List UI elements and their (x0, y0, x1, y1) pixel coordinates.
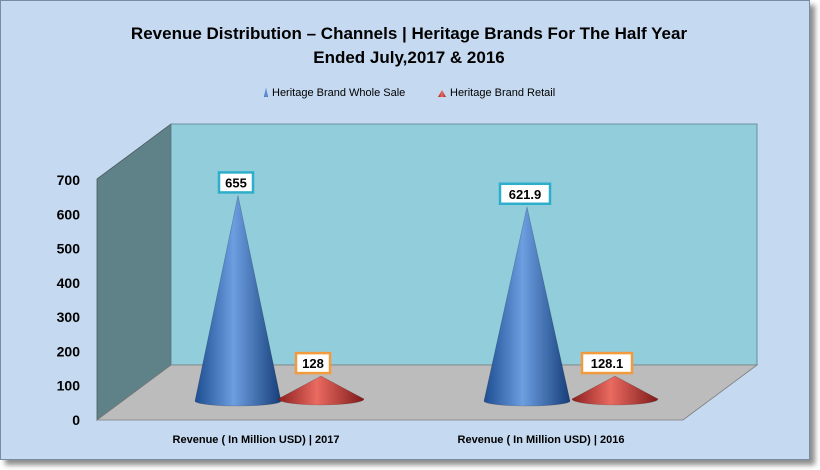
y-tick-label-1: 100 (57, 378, 81, 394)
chart-title: Revenue Distribution – Channels | Herita… (131, 24, 688, 43)
y-tick-label-0: 0 (72, 412, 80, 428)
category-label-2016: Revenue ( In Million USD) | 2016 (458, 434, 625, 446)
data-label-box-retail-2016 (580, 351, 634, 375)
legend-swatch-wholesale (264, 87, 268, 97)
data-label-retail-2016: 128.1 (591, 356, 624, 371)
cone-retail-2017 (277, 375, 365, 406)
data-label-wholesale-2016: 621.9 (509, 187, 542, 202)
floor (95, 364, 759, 421)
data-label-retail-2017: 128 (302, 356, 324, 371)
data-label-wholesale-2017: 655 (225, 175, 247, 190)
y-tick-label-3: 300 (57, 309, 81, 325)
data-label-box-wholesale-2017 (217, 171, 255, 194)
chart-marks: 655 621.9 128 128.1 (194, 171, 659, 407)
legend-label-wholesale: Heritage Brand Whole Sale (272, 87, 405, 99)
data-label-box-wholesale-2016 (498, 182, 552, 206)
chart-subtitle: Ended July,2017 & 2016 (313, 48, 505, 67)
y-tick-label-2: 200 (57, 343, 81, 359)
cone-wholesale-2017 (194, 195, 282, 407)
chart-frame: Revenue Distribution – Channels | Herita… (0, 0, 810, 460)
legend-label-retail: Heritage Brand Retail (450, 87, 555, 99)
chart-svg: Revenue Distribution – Channels | Herita… (57, 24, 759, 446)
category-label-2017: Revenue ( In Million USD) | 2017 (173, 434, 340, 446)
data-label-box-retail-2017 (294, 351, 332, 375)
y-tick-label-4: 400 (57, 275, 81, 291)
legend-swatch-retail (438, 90, 446, 97)
y-tick-label-7: 700 (57, 172, 81, 188)
y-axis-ticks: 0 100 200 300 400 500 600 700 (57, 172, 81, 428)
y-tick-label-5: 500 (57, 241, 81, 257)
cone-wholesale-2016 (483, 206, 571, 407)
cone-retail-2016 (571, 375, 659, 406)
y-tick-label-6: 600 (57, 206, 81, 222)
legend: Heritage Brand Whole Sale Heritage Brand… (264, 87, 555, 99)
